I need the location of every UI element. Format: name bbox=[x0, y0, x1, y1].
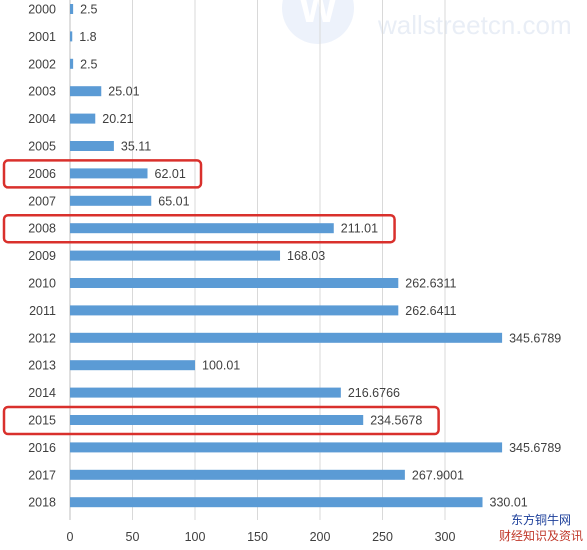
bar-2008 bbox=[70, 223, 334, 234]
bar-2012 bbox=[70, 332, 503, 343]
data-label-2005: 35.11 bbox=[121, 140, 151, 154]
x-tick-label: 250 bbox=[372, 530, 393, 544]
category-label-2017: 2017 bbox=[28, 468, 56, 482]
x-tick-label: 200 bbox=[310, 530, 331, 544]
data-label-2016: 345.6789 bbox=[509, 441, 561, 455]
watermark-text: wallstreetcn.com bbox=[377, 10, 572, 40]
highlight-boxes bbox=[2, 159, 440, 436]
data-label-2006: 62.01 bbox=[155, 167, 186, 181]
x-tick-label: 150 bbox=[247, 530, 268, 544]
bar-2017 bbox=[70, 469, 405, 480]
data-label-2010: 262.6311 bbox=[405, 277, 456, 291]
bar-2006 bbox=[70, 168, 148, 179]
data-label-2009: 168.03 bbox=[287, 249, 325, 263]
data-label-2003: 25.01 bbox=[108, 85, 139, 99]
category-label-2016: 2016 bbox=[28, 441, 56, 455]
category-label-2004: 2004 bbox=[28, 112, 56, 126]
data-label-2011: 262.6411 bbox=[405, 304, 456, 318]
category-label-2001: 2001 bbox=[28, 30, 56, 44]
category-label-2005: 2005 bbox=[28, 140, 56, 154]
watermark: W wallstreetcn.com bbox=[282, 0, 572, 44]
data-label-2007: 65.01 bbox=[158, 194, 189, 208]
data-labels: 2.5 1.8 2.5 25.01 20.21 35.11 62.01 65.01 211.01… bbox=[79, 3, 561, 510]
bar-2015 bbox=[70, 415, 364, 425]
data-label-2012: 345.6789 bbox=[509, 331, 561, 345]
watermark-logo-letter: W bbox=[299, 0, 337, 31]
category-label-2010: 2010 bbox=[28, 277, 56, 291]
x-axis-tick-labels: 0 50 100 150 200 250 300 bbox=[67, 530, 456, 544]
x-tick-label: 0 bbox=[67, 530, 74, 544]
bar-2011 bbox=[70, 305, 399, 316]
bar-2018 bbox=[70, 497, 483, 508]
watermark-logo bbox=[282, 0, 354, 44]
bar-2014 bbox=[70, 387, 341, 398]
source-line-1: 东方铜牛网 bbox=[510, 513, 571, 527]
bar-2009 bbox=[70, 250, 281, 261]
data-label-2014: 216.6766 bbox=[348, 386, 400, 400]
category-label-2018: 2018 bbox=[28, 496, 56, 510]
bar-2016 bbox=[70, 442, 503, 453]
x-tick-label: 50 bbox=[126, 530, 140, 544]
bar-2000 bbox=[70, 4, 74, 14]
x-tick-label: 100 bbox=[185, 530, 206, 544]
category-label-2009: 2009 bbox=[28, 249, 56, 263]
data-label-2002: 2.5 bbox=[80, 57, 97, 71]
x-tick-label: 300 bbox=[435, 530, 456, 544]
bar-2013 bbox=[70, 360, 196, 371]
highlight-box-2015 bbox=[2, 405, 440, 436]
category-label-2008: 2008 bbox=[28, 222, 56, 236]
category-label-2015: 2015 bbox=[28, 414, 56, 428]
bar-2002 bbox=[70, 58, 74, 69]
category-label-2003: 2003 bbox=[28, 85, 56, 99]
data-label-2017: 267.9001 bbox=[412, 468, 464, 482]
bar-2005 bbox=[70, 141, 114, 151]
data-label-2000: 2.5 bbox=[80, 3, 97, 17]
category-labels: 2000 2001 2002 2003 2004 2005 2006 2007 2008 2009… bbox=[28, 3, 56, 510]
bars bbox=[70, 4, 503, 508]
highlight-box-2008 bbox=[2, 213, 396, 244]
data-label-2004: 20.21 bbox=[102, 112, 133, 126]
category-label-2012: 2012 bbox=[28, 331, 56, 345]
category-label-2014: 2014 bbox=[28, 386, 56, 400]
source-line-2: 财经知识及资讯 bbox=[498, 529, 583, 543]
category-label-2002: 2002 bbox=[28, 57, 56, 71]
bar-2003 bbox=[70, 86, 102, 97]
bar-2007 bbox=[70, 195, 152, 206]
highlight-box-2006 bbox=[2, 159, 203, 189]
category-label-2006: 2006 bbox=[28, 167, 56, 181]
category-label-2007: 2007 bbox=[28, 194, 56, 208]
category-label-2011: 2011 bbox=[29, 304, 56, 318]
data-label-2015: 234.5678 bbox=[370, 414, 422, 428]
source-watermark: 东方铜牛网 财经知识及资讯 bbox=[499, 512, 583, 544]
data-label-2018: 330.01 bbox=[490, 496, 528, 510]
data-label-2001: 1.8 bbox=[79, 30, 96, 44]
data-label-2013: 100.01 bbox=[202, 359, 240, 373]
bar-2010 bbox=[70, 278, 399, 288]
category-label-2000: 2000 bbox=[28, 3, 56, 17]
data-label-2008: 211.01 bbox=[341, 222, 378, 236]
bar-2004 bbox=[70, 113, 96, 124]
bar-2001 bbox=[70, 31, 73, 42]
category-label-2013: 2013 bbox=[28, 359, 56, 373]
